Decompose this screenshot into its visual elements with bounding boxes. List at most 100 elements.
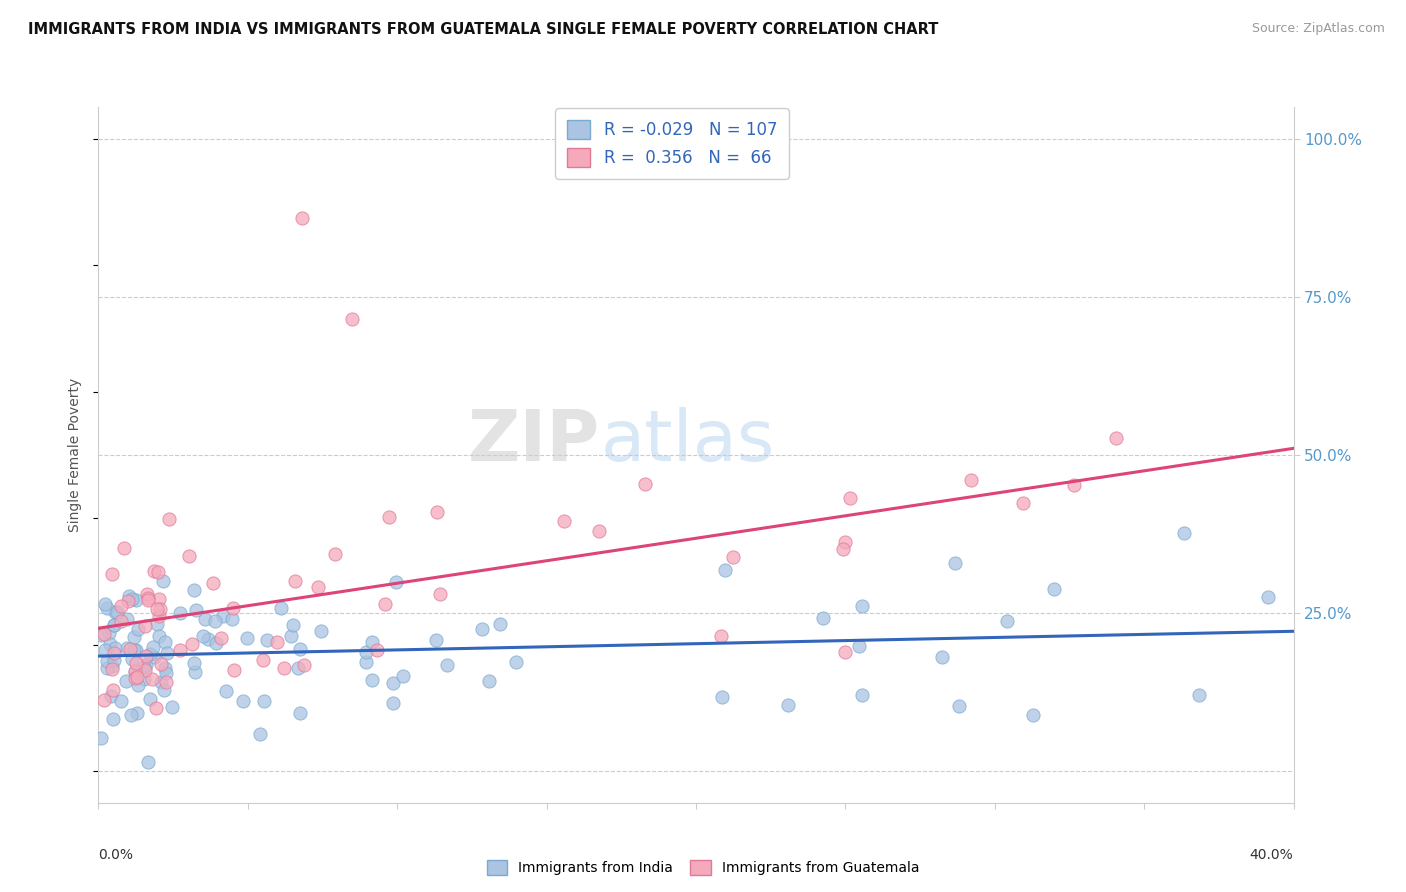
Point <box>90 628 112 642</box>
Point <box>148 609 170 624</box>
Point <box>104 641 127 656</box>
Point <box>323 547 346 561</box>
Point <box>149 602 172 616</box>
Point <box>124 665 146 679</box>
Point <box>832 541 855 556</box>
Point <box>103 617 125 632</box>
Point <box>139 692 162 706</box>
Point <box>1105 431 1128 445</box>
Point <box>1043 582 1066 597</box>
Point <box>97 626 120 640</box>
Point <box>384 575 406 590</box>
Point <box>201 576 224 591</box>
Point <box>839 491 862 505</box>
Point <box>110 599 132 614</box>
Point <box>273 661 295 675</box>
Point <box>183 583 205 598</box>
Point <box>117 594 139 608</box>
Point <box>125 642 148 657</box>
Point <box>146 566 169 580</box>
Point <box>191 629 214 643</box>
Point <box>125 670 148 684</box>
Point <box>103 653 125 667</box>
Text: ZIP: ZIP <box>468 407 600 475</box>
Point <box>118 589 141 603</box>
Point <box>232 694 254 708</box>
Point <box>148 629 170 643</box>
Point <box>553 514 575 528</box>
Point <box>851 599 873 613</box>
Point <box>209 631 232 645</box>
Point <box>145 601 167 615</box>
Point <box>100 662 122 676</box>
Point <box>292 658 315 673</box>
Point <box>776 698 799 712</box>
Point <box>834 645 856 659</box>
Point <box>110 615 132 629</box>
Point <box>101 683 124 698</box>
Point <box>124 664 146 678</box>
Point <box>287 661 309 675</box>
Point <box>360 635 382 649</box>
Point <box>236 631 259 645</box>
Point <box>1173 526 1195 541</box>
Point <box>141 673 163 687</box>
Point <box>425 632 447 647</box>
Point <box>110 694 132 708</box>
Point <box>124 671 146 685</box>
Point <box>93 642 115 657</box>
Point <box>354 645 377 659</box>
Point <box>252 694 274 708</box>
Point <box>471 622 494 636</box>
Point <box>105 606 128 620</box>
Point <box>135 658 157 673</box>
Point <box>186 603 208 617</box>
Text: IMMIGRANTS FROM INDIA VS IMMIGRANTS FROM GUATEMALA SINGLE FEMALE POVERTY CORRELA: IMMIGRANTS FROM INDIA VS IMMIGRANTS FROM… <box>28 22 938 37</box>
Point <box>117 612 139 626</box>
Point <box>155 634 177 648</box>
Point <box>222 663 245 677</box>
Point <box>118 642 141 657</box>
Point <box>149 657 172 671</box>
Point <box>960 473 983 487</box>
Point <box>834 535 856 549</box>
Point <box>122 642 145 657</box>
Point <box>160 699 183 714</box>
Point <box>117 640 139 655</box>
Point <box>710 629 733 643</box>
Point <box>851 688 873 702</box>
Point <box>943 556 966 570</box>
Point <box>100 658 122 673</box>
Point <box>132 673 155 687</box>
Point <box>169 607 191 621</box>
Point <box>169 643 191 657</box>
Point <box>204 614 226 628</box>
Point <box>721 549 744 564</box>
Point <box>478 673 501 688</box>
Point <box>284 574 307 588</box>
Point <box>155 666 177 681</box>
Legend: R = -0.029   N = 107, R =  0.356   N =  66: R = -0.029 N = 107, R = 0.356 N = 66 <box>555 109 789 178</box>
Point <box>291 211 314 225</box>
Point <box>155 674 177 689</box>
Point <box>309 624 332 639</box>
Point <box>152 574 174 588</box>
Point <box>354 655 377 669</box>
Point <box>1022 708 1045 723</box>
Point <box>184 665 207 679</box>
Point <box>139 647 162 661</box>
Point <box>121 591 143 606</box>
Point <box>1257 590 1279 604</box>
Point <box>181 637 204 651</box>
Point <box>429 587 451 601</box>
Point <box>588 524 610 538</box>
Point <box>378 510 401 524</box>
Text: 40.0%: 40.0% <box>1250 848 1294 862</box>
Point <box>290 642 312 657</box>
Point <box>256 632 278 647</box>
Point <box>101 567 124 582</box>
Point <box>177 549 200 563</box>
Point <box>381 675 404 690</box>
Point <box>122 630 145 644</box>
Point <box>98 636 121 650</box>
